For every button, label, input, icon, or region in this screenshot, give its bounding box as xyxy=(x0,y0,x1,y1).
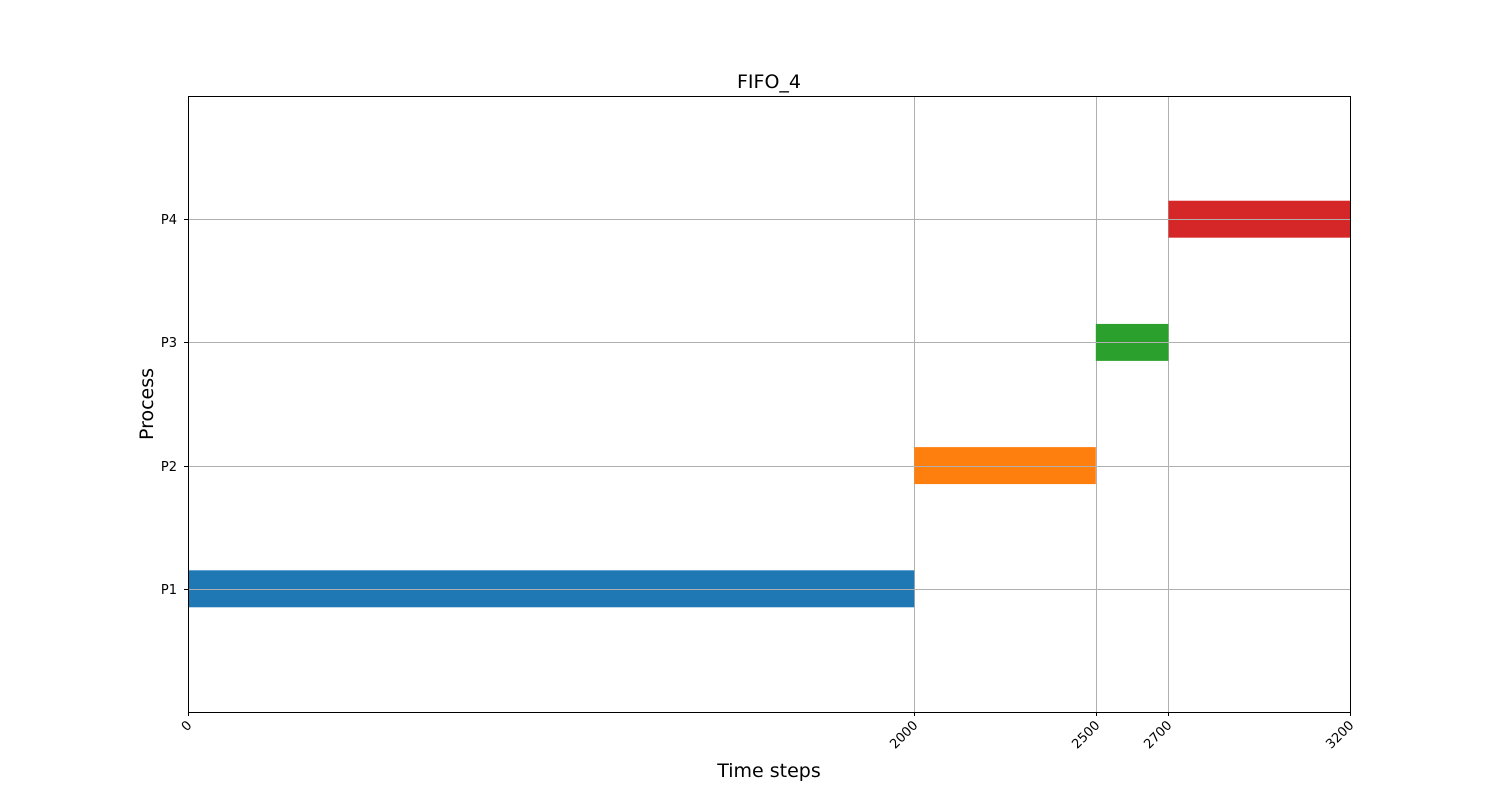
y-tick-label-p4: P4 xyxy=(161,213,177,228)
bar-p2 xyxy=(914,447,1096,485)
x-tick-label-0: 0 xyxy=(179,718,195,734)
y-tick-label-p3: P3 xyxy=(161,336,177,351)
x-tick-label-3200: 3200 xyxy=(1323,718,1357,752)
plot-frame xyxy=(188,96,1351,713)
x-tick-label-2000: 2000 xyxy=(887,718,921,752)
grid-layer xyxy=(188,96,1351,712)
y-tick-label-p2: P2 xyxy=(161,460,177,475)
ticks-layer: P1 P2 P3 P4 0 2000 2500 2700 3200 xyxy=(161,213,1357,752)
x-tick-label-2700: 2700 xyxy=(1141,718,1175,752)
bars-layer xyxy=(188,200,1350,608)
x-axis-label: Time steps xyxy=(716,760,821,782)
chart-title: FIFO_4 xyxy=(737,71,801,93)
hgrid-layer xyxy=(188,219,1350,590)
x-tick-label-2500: 2500 xyxy=(1069,718,1103,752)
y-tick-label-p1: P1 xyxy=(161,583,177,598)
y-axis-label: Process xyxy=(136,368,158,440)
bar-p1 xyxy=(188,570,915,608)
